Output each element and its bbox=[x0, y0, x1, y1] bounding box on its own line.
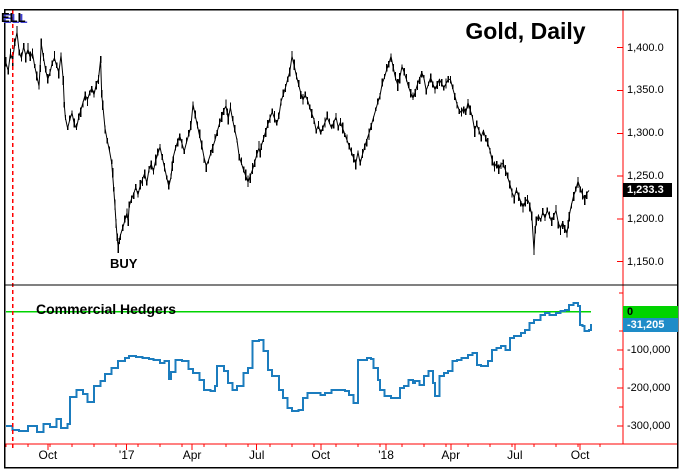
gold-price-series bbox=[5, 25, 588, 256]
time-axis-label: '18 bbox=[378, 448, 394, 462]
buy-signal-annotation: BUY bbox=[110, 256, 138, 271]
time-axis-label: '17 bbox=[118, 448, 135, 462]
chart-frame-border bbox=[3, 8, 679, 469]
time-axis-label: Jul bbox=[507, 448, 523, 462]
price-axis-label: 1,300.0 bbox=[627, 127, 664, 140]
hedger-axis-label: -300,000 bbox=[627, 419, 671, 432]
price-axis-label: 1,350.0 bbox=[627, 84, 664, 97]
hedger-axis-label: -200,000 bbox=[627, 381, 671, 394]
time-axis-label: Oct bbox=[570, 448, 590, 462]
price-chart-area[interactable] bbox=[6, 10, 622, 284]
time-axis-label: Oct bbox=[38, 448, 58, 462]
price-axis-label: 1,400.0 bbox=[627, 41, 664, 54]
last-price-box: 1,233.3 bbox=[623, 183, 672, 198]
price-axis-label: 1,150.0 bbox=[627, 255, 664, 268]
time-axis-label: Apr bbox=[182, 448, 202, 462]
time-axis-label: Oct bbox=[311, 448, 331, 462]
price-axis-label: 1,200.0 bbox=[627, 212, 664, 225]
hedgers-panel-label: Commercial Hedgers bbox=[36, 301, 177, 317]
hedgers-series bbox=[6, 301, 593, 434]
hedger-axis-label: -100,000 bbox=[627, 343, 671, 356]
hedgers-last-value-box: -31,205 bbox=[623, 317, 678, 332]
sell-signal-annotation: ELL bbox=[1, 10, 26, 25]
zero-level-box: 0 bbox=[623, 305, 678, 318]
time-axis-label: Apr bbox=[441, 448, 461, 462]
time-axis-label: Jul bbox=[249, 448, 265, 462]
price-axis-label: 1,250.0 bbox=[627, 170, 664, 183]
chart-title: Gold, Daily bbox=[465, 18, 586, 44]
